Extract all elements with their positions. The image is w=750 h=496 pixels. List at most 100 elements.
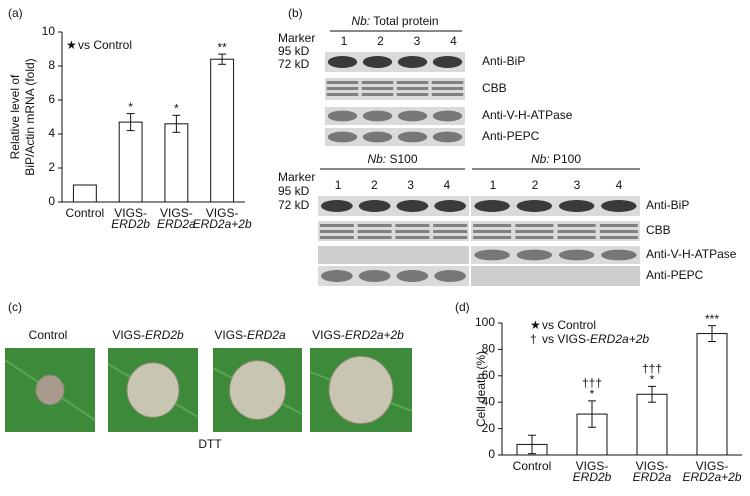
blot-band: [321, 270, 353, 282]
blot-band: [515, 224, 554, 227]
y-tick-label: 60: [482, 368, 496, 382]
blot-band: [433, 230, 468, 233]
blot-band: [431, 93, 464, 96]
y-axis-label: BiP/Actin mRNA (fold): [23, 58, 37, 175]
blot-band: [321, 200, 353, 212]
blot-row-label: Anti-PEPC: [646, 268, 704, 282]
blot-band: [396, 270, 429, 282]
blot: [325, 78, 465, 100]
x-tick-label: VIGS-ERD2a+2b: [682, 459, 741, 484]
x-tick-label-part: ERD2b: [573, 470, 612, 484]
blot-band: [557, 224, 596, 227]
blot: [325, 107, 465, 125]
blot: [318, 221, 469, 241]
blot: [325, 52, 465, 72]
blot-band: [599, 236, 638, 239]
blot-band: [396, 81, 429, 84]
error-bar: [708, 325, 716, 342]
legend-symbol: †: [530, 332, 537, 346]
blot-band: [397, 131, 428, 143]
treatment-label: DTT: [198, 437, 222, 451]
y-axis-label: Cell death (%): [474, 351, 488, 427]
legend-symbol: ★: [66, 38, 77, 52]
blot-band: [431, 81, 464, 84]
blot-band: [557, 230, 596, 233]
blot-band: [432, 110, 463, 122]
bar: [72, 184, 97, 203]
blot-band: [395, 224, 430, 227]
kd-label: 95 kD: [278, 184, 310, 198]
blot: [325, 128, 465, 146]
x-tick-label-part: Control: [513, 459, 552, 473]
x-tick-label: VIGS-ERD2a: [157, 206, 196, 231]
significance-label: **: [217, 40, 227, 54]
lesion: [229, 360, 286, 420]
lane-label: 1: [335, 178, 342, 192]
blot-band: [357, 236, 392, 239]
kd-label: 72 kD: [278, 198, 310, 212]
y-tick-label: 80: [482, 342, 496, 356]
significance-label: †††: [582, 376, 602, 390]
blot-band: [361, 81, 394, 84]
bar: [636, 393, 668, 456]
lane-label: 4: [444, 178, 451, 192]
legend-text: vs VIGS-ERD2a+2b: [542, 332, 649, 346]
blot-band: [474, 200, 510, 212]
blot-band: [327, 56, 358, 68]
blot-band: [327, 131, 358, 143]
blot-row-label: Anti-BiP: [646, 198, 689, 212]
blot: [318, 196, 469, 216]
blot-band: [516, 200, 553, 212]
x-tick-label-part: ERD2a: [157, 217, 196, 231]
x-tick-label-part: VIGS-: [160, 206, 193, 220]
error-bar: [172, 114, 181, 133]
x-tick-label-part: ERD2a+2b: [193, 217, 252, 231]
lesion: [126, 362, 180, 418]
blot-band: [433, 236, 468, 239]
bar: [118, 121, 143, 203]
leaf-label-part: VIGS-: [214, 328, 247, 342]
blot-band: [361, 93, 394, 96]
error-bar: [218, 53, 227, 65]
panel-label: (d): [455, 300, 470, 314]
legend-symbol: ★: [530, 318, 541, 332]
blot-band: [473, 236, 512, 239]
leaf-label: VIGS-ERD2a+2b: [312, 328, 404, 342]
blot: [318, 266, 469, 286]
panel-label: (b): [288, 6, 303, 20]
x-tick-label-part: ERD2a+2b: [682, 470, 741, 484]
significance-label: *: [650, 373, 655, 387]
error-bar: [126, 113, 135, 132]
blot-band: [396, 200, 429, 212]
blot-row-label: Anti-BiP: [482, 54, 525, 68]
blot-band: [599, 230, 638, 233]
lane-label: 4: [450, 34, 457, 48]
y-axis-label: Relative level of: [8, 74, 22, 159]
legend-text-part: vs Control: [78, 38, 132, 52]
x-tick-label: VIGS-ERD2a+2b: [193, 206, 252, 231]
panel-label: (c): [8, 300, 22, 314]
y-tick-label: 4: [48, 126, 55, 140]
blot-band: [357, 224, 392, 227]
blot-band: [319, 224, 354, 227]
leaf-label-part: VIGS-: [312, 328, 345, 342]
blot: [471, 221, 640, 241]
bar: [696, 333, 728, 456]
blot-title-part: Nb:: [351, 14, 370, 28]
blot-band: [362, 56, 393, 68]
marker-label: Marker: [278, 170, 315, 184]
blot-band: [362, 131, 393, 143]
leaf-label: VIGS-ERD2a: [214, 328, 286, 342]
blot-band: [558, 200, 595, 212]
blot-title: Nb: Total protein: [351, 14, 438, 28]
marker-label: Marker: [278, 31, 315, 45]
lane-label: 3: [574, 178, 581, 192]
legend-text-part: vs Control: [542, 318, 596, 332]
lane-label: 2: [377, 34, 384, 48]
lane-label: 2: [371, 178, 378, 192]
significance-label: *: [174, 101, 179, 115]
blot-title-part: Total protein: [370, 14, 439, 28]
blot-row-label: Anti-V-H-ATPase: [482, 108, 573, 122]
blot-band: [431, 87, 464, 90]
bar: [576, 413, 608, 456]
